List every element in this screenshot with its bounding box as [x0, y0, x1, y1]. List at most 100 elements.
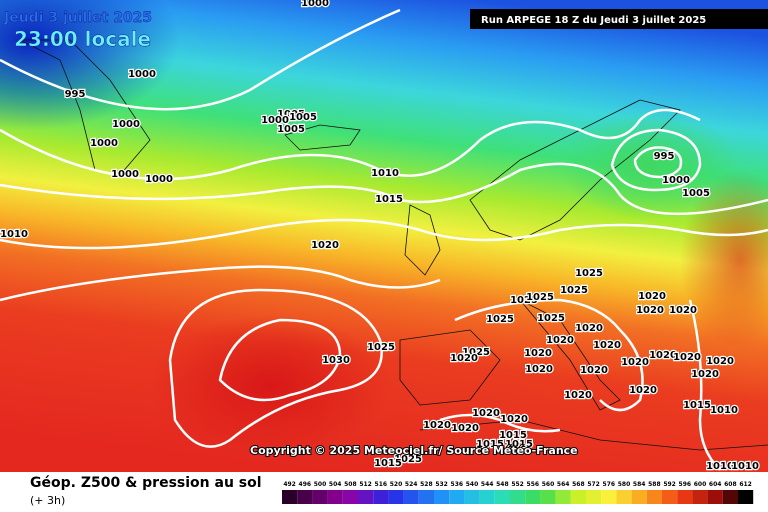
- scale-label: 508: [344, 481, 357, 488]
- scale-swatch: [494, 490, 510, 504]
- isobar-label: 1025: [537, 313, 565, 324]
- isobar-label: 1005: [277, 109, 305, 120]
- isobar-label: 1020: [525, 364, 553, 375]
- isobar-label: 1020: [472, 408, 500, 419]
- isobar-label: 1020: [649, 350, 677, 361]
- scale-swatch: [646, 490, 662, 504]
- scale-label: 604: [709, 481, 722, 488]
- isobar-label: 1010: [706, 461, 734, 472]
- isobar-label: 1020: [575, 323, 603, 334]
- scale-swatch: [358, 490, 374, 504]
- isobar-label: 1000: [301, 0, 329, 9]
- scale-swatch: [738, 490, 754, 504]
- isobar-label: 1005: [289, 112, 317, 123]
- scale-label: 560: [542, 481, 555, 488]
- scale-label: 548: [496, 481, 509, 488]
- scale-swatch: [464, 490, 480, 504]
- scale-label: 568: [572, 481, 585, 488]
- isobar-label: 1020: [423, 420, 451, 431]
- scale-swatch: [570, 490, 586, 504]
- scale-label: 564: [557, 481, 570, 488]
- scale-swatch: [692, 490, 708, 504]
- isobar-label: 1020: [621, 357, 649, 368]
- scale-label: 520: [390, 481, 403, 488]
- scale-swatch: [525, 490, 541, 504]
- scale-label: 576: [603, 481, 616, 488]
- scale-swatch: [601, 490, 617, 504]
- isobar-label: 1020: [638, 291, 666, 302]
- isobar-label: 1000: [90, 138, 118, 149]
- isobar-label: 1000: [128, 69, 156, 80]
- run-box: [470, 9, 768, 29]
- color-scale: 492 496 500 504 508 512 516 520 524 528 532 536 540 5…: [282, 481, 754, 504]
- isobar-label: 1020: [636, 305, 664, 316]
- isobar-label: 1010: [710, 405, 738, 416]
- isobar-label: 1025: [394, 454, 422, 465]
- scale-swatch: [282, 490, 298, 504]
- isobar-label: 1015: [476, 439, 504, 450]
- scale-label: 544: [481, 481, 494, 488]
- scale-swatch: [342, 490, 358, 504]
- scale-label: 524: [405, 481, 418, 488]
- scale-swatch: [403, 490, 419, 504]
- copyright: Copyright © 2025 Meteociel.fr/ Source Mé…: [250, 444, 578, 457]
- isobar-label: 1015: [374, 458, 402, 469]
- scale-swatch: [662, 490, 678, 504]
- isobar-label: 1020: [546, 335, 574, 346]
- isobar-label: 1015: [683, 400, 711, 411]
- isobar-label: 1030: [322, 355, 350, 366]
- scale-swatch: [616, 490, 632, 504]
- isobar-label: 1020: [629, 385, 657, 396]
- isobar-label: 1000: [112, 119, 140, 130]
- scale-swatch: [707, 490, 723, 504]
- isobar-label: 1015: [505, 439, 533, 450]
- scale-label: 496: [299, 481, 312, 488]
- scale-swatch: [312, 490, 328, 504]
- map-date: Jeudi 3 juillet 2025: [3, 10, 152, 26]
- scale-label: 588: [648, 481, 661, 488]
- scale-swatch: [586, 490, 602, 504]
- isobar-label: 1010: [731, 461, 759, 472]
- scale-label: 572: [587, 481, 600, 488]
- scale-label: 592: [663, 481, 676, 488]
- isobar-label: 1020: [580, 365, 608, 376]
- isobar-label: 1020: [450, 353, 478, 364]
- isobar-label: 1020: [564, 390, 592, 401]
- isobar-label: 995: [654, 151, 675, 162]
- isobar-label: 1020: [524, 348, 552, 359]
- isobar-label: 1000: [662, 175, 690, 186]
- isobar-label: 1020: [673, 352, 701, 363]
- legend-step: (+ 3h): [30, 494, 65, 507]
- scale-label: 536: [451, 481, 464, 488]
- scale-swatch: [449, 490, 465, 504]
- scale-label: 528: [420, 481, 433, 488]
- isobar-label: 1020: [669, 305, 697, 316]
- scale-swatch: [722, 490, 738, 504]
- isobar-label: 1020: [311, 240, 339, 251]
- isobar-label: 995: [65, 89, 86, 100]
- isobar-label: 1000: [111, 169, 139, 180]
- scale-label: 512: [359, 481, 372, 488]
- isobar-label: 1025: [510, 295, 538, 306]
- scale-label: 540: [466, 481, 479, 488]
- isobar-label: 1005: [682, 188, 710, 199]
- scale-label: 556: [527, 481, 540, 488]
- scale-swatch: [418, 490, 434, 504]
- scale-label: 608: [724, 481, 737, 488]
- scale-label: 584: [633, 481, 646, 488]
- scale-swatch: [373, 490, 389, 504]
- isobar-label: 1025: [560, 285, 588, 296]
- isobar-label: 1010: [371, 168, 399, 179]
- legend-title: Géop. Z500 & pression au sol: [30, 475, 262, 491]
- isobar-label: 1020: [691, 369, 719, 380]
- isobar-label: 1000: [261, 115, 289, 126]
- scale-label: 612: [739, 481, 752, 488]
- scale-swatch: [479, 490, 495, 504]
- isobar-label: 1015: [375, 194, 403, 205]
- scale-swatch: [327, 490, 343, 504]
- isobar-label: 1015: [499, 430, 527, 441]
- map-area: [0, 0, 768, 472]
- scale-swatch: [555, 490, 571, 504]
